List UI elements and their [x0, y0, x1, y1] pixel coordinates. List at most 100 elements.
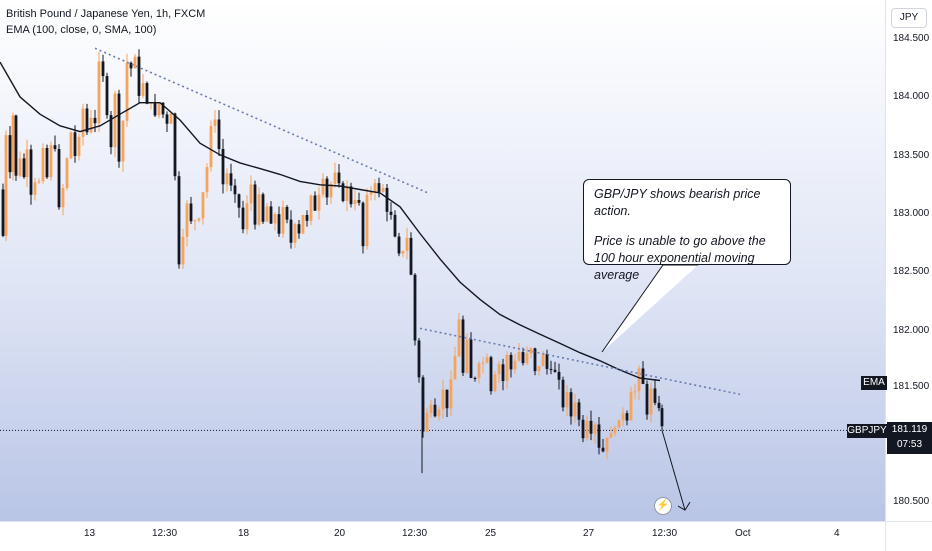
candle-body: [85, 108, 89, 133]
candle-body: [433, 404, 437, 417]
candle-body: [533, 348, 537, 372]
candle-body: [461, 319, 465, 373]
time-tick: 27: [583, 528, 595, 539]
candle-body: [653, 388, 657, 403]
candle-body: [537, 366, 541, 372]
candle-body: [660, 408, 664, 427]
candle-body: [225, 173, 229, 185]
candle-body: [105, 76, 109, 116]
candle-body: [529, 348, 533, 354]
candle-body: [33, 182, 37, 195]
candle-body: [341, 183, 345, 202]
annotation-callout[interactable]: GBP/JPY shows bearish price action. Pric…: [583, 179, 791, 282]
candlestick-chart[interactable]: [0, 0, 885, 521]
candle-body: [613, 427, 617, 434]
candle-body: [361, 202, 365, 247]
candle-body: [453, 356, 457, 380]
candle-body: [165, 114, 169, 124]
candle-body: [229, 173, 233, 186]
candle-body: [389, 211, 393, 215]
candle-body: [657, 402, 661, 409]
candle-body: [425, 412, 429, 432]
candle-body: [97, 61, 101, 124]
candle-body: [61, 188, 65, 208]
candle-body: [221, 148, 225, 185]
ema-line: [0, 61, 661, 382]
candle-body: [633, 391, 637, 393]
candle-body: [345, 186, 349, 202]
candle-body: [401, 250, 405, 254]
candle-body: [93, 117, 97, 124]
candle-body: [265, 206, 269, 222]
candle-body: [481, 362, 485, 364]
candle-body: [413, 274, 417, 341]
candle-body: [649, 388, 653, 415]
candle-body: [429, 404, 433, 413]
candle-body: [625, 413, 629, 421]
candle-body: [333, 172, 337, 184]
price-tick: 180.500: [893, 496, 930, 507]
candle-body: [513, 360, 517, 370]
candle-body: [465, 339, 469, 373]
candle-body: [393, 214, 397, 237]
candle-body: [181, 236, 185, 265]
candle-body: [593, 424, 597, 434]
last-price-value: 181.119: [891, 424, 928, 435]
candle-body: [145, 83, 149, 104]
candle-body: [609, 433, 613, 438]
symbol-label-tag: GBPJPY: [847, 424, 887, 438]
candle-body: [545, 354, 549, 369]
arrow-head: [677, 501, 691, 511]
candle-body: [573, 402, 577, 417]
candle-body: [113, 93, 117, 148]
candle-body: [25, 149, 29, 178]
candle-body: [45, 148, 49, 178]
symbol-title: British Pound / Japanese Yen, 1h, FXCM: [6, 8, 206, 20]
candle-body: [73, 132, 77, 156]
candle-body: [141, 83, 145, 96]
price-tick: 182.000: [893, 325, 930, 336]
callout-pointer: [601, 264, 698, 353]
candle-body: [585, 420, 589, 439]
candle-body: [293, 224, 297, 243]
candle-body: [421, 377, 425, 432]
candle-body: [49, 145, 53, 178]
time-axis[interactable]: [0, 521, 885, 551]
candle-body: [457, 319, 461, 357]
price-tick: 184.000: [893, 91, 930, 102]
candle-body: [369, 191, 373, 195]
candle-body: [217, 119, 221, 149]
candle-body: [321, 178, 325, 195]
candle-body: [317, 194, 321, 211]
candle-body: [41, 148, 45, 182]
candle-body: [53, 145, 57, 150]
price-tick: 184.500: [893, 33, 930, 44]
time-tick: 20: [334, 528, 346, 539]
candle-body: [109, 115, 113, 148]
candle-body: [541, 354, 545, 367]
time-tick: 25: [485, 528, 497, 539]
candle-body: [349, 186, 353, 205]
candle-body: [253, 184, 257, 225]
candle-body: [117, 93, 121, 162]
candle-body: [569, 392, 573, 417]
candle-body: [313, 195, 317, 211]
time-tick: 12:30: [402, 528, 428, 539]
candle-body: [281, 206, 285, 234]
candle-body: [89, 117, 93, 133]
candle-body: [493, 374, 497, 392]
candle-body: [489, 357, 493, 392]
candle-body: [213, 119, 217, 126]
price-tick: 183.000: [893, 208, 930, 219]
candle-body: [69, 132, 73, 159]
candle-body: [201, 192, 205, 219]
currency-button[interactable]: JPY: [891, 8, 927, 28]
lightning-icon[interactable]: ⚡: [654, 497, 672, 515]
candle-body: [353, 199, 357, 205]
candle-body: [193, 220, 197, 222]
candle-body: [641, 368, 645, 384]
candle-body: [505, 354, 509, 382]
axis-corner: [885, 521, 932, 551]
candle-body: [597, 424, 601, 448]
candle-body: [22, 158, 26, 178]
